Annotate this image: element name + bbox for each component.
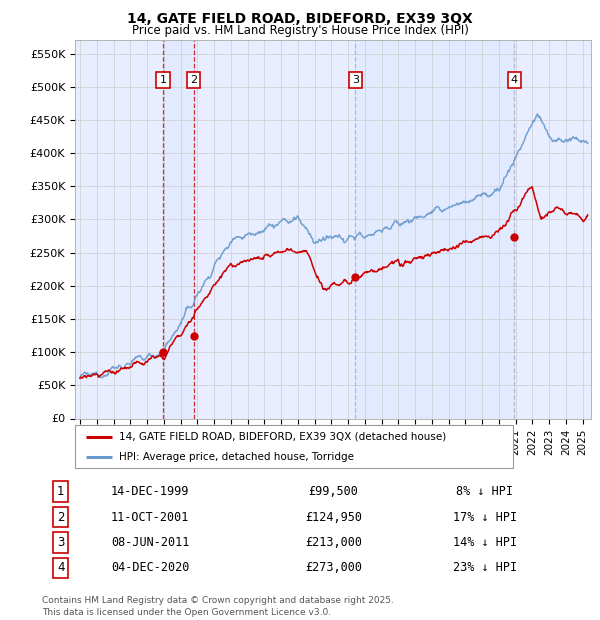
Text: 14, GATE FIELD ROAD, BIDEFORD, EX39 3QX (detached house): 14, GATE FIELD ROAD, BIDEFORD, EX39 3QX … (119, 432, 446, 442)
Text: 2: 2 (190, 75, 197, 85)
Bar (163, 40, 194, 419)
Bar (355, 40, 514, 419)
Text: HPI: Average price, detached house, Torridge: HPI: Average price, detached house, Torr… (119, 452, 354, 462)
Text: 1: 1 (57, 485, 65, 498)
Text: 14-DEC-1999: 14-DEC-1999 (111, 485, 189, 498)
Text: £273,000: £273,000 (305, 561, 362, 574)
Text: 3: 3 (57, 536, 65, 549)
Text: £124,950: £124,950 (305, 510, 362, 523)
Text: 17% ↓ HPI: 17% ↓ HPI (453, 510, 517, 523)
Text: 04-DEC-2020: 04-DEC-2020 (111, 561, 189, 574)
Text: Contains HM Land Registry data © Crown copyright and database right 2025.: Contains HM Land Registry data © Crown c… (42, 596, 394, 606)
Text: 4: 4 (511, 75, 518, 85)
Text: 23% ↓ HPI: 23% ↓ HPI (453, 561, 517, 574)
FancyBboxPatch shape (75, 425, 513, 468)
Text: 14% ↓ HPI: 14% ↓ HPI (453, 536, 517, 549)
Text: £213,000: £213,000 (305, 536, 362, 549)
Text: 1: 1 (160, 75, 166, 85)
Text: This data is licensed under the Open Government Licence v3.0.: This data is licensed under the Open Gov… (42, 608, 331, 617)
Text: Price paid vs. HM Land Registry's House Price Index (HPI): Price paid vs. HM Land Registry's House … (131, 24, 469, 37)
Text: 08-JUN-2011: 08-JUN-2011 (111, 536, 189, 549)
Text: 14, GATE FIELD ROAD, BIDEFORD, EX39 3QX: 14, GATE FIELD ROAD, BIDEFORD, EX39 3QX (127, 12, 473, 27)
Text: 4: 4 (57, 561, 65, 574)
Text: 3: 3 (352, 75, 359, 85)
Text: 8% ↓ HPI: 8% ↓ HPI (456, 485, 513, 498)
Text: £99,500: £99,500 (308, 485, 359, 498)
Text: 11-OCT-2001: 11-OCT-2001 (111, 510, 189, 523)
Text: 2: 2 (57, 510, 65, 523)
